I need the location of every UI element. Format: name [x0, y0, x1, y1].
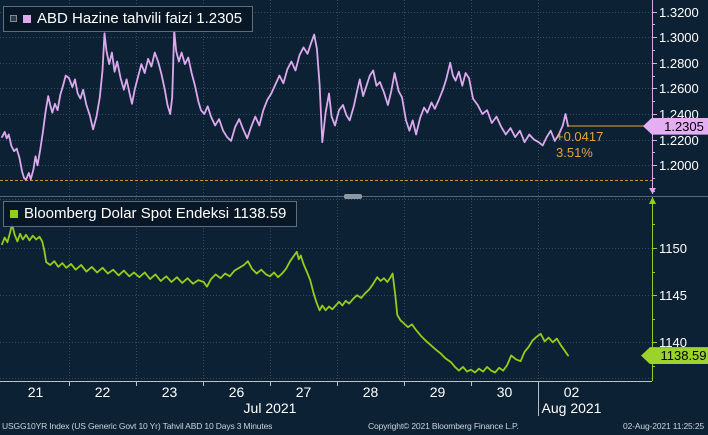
y-axis-label: 1.2200 — [659, 133, 699, 148]
y-axis-label: 1.2800 — [659, 56, 699, 71]
panel-divider-handle[interactable] — [344, 194, 362, 199]
x-day-label: 23 — [162, 384, 178, 400]
x-day-label: 28 — [363, 384, 379, 400]
top-series-swatch-icon — [23, 14, 31, 23]
x-day-label: 26 — [229, 384, 245, 400]
y-axis-label: 1145 — [659, 288, 687, 303]
footer-timestamp: 02-Aug-2021 11:25:25 — [623, 421, 704, 431]
y-axis-label: 1.2600 — [659, 81, 699, 96]
footer-copyright: Copyright© 2021 Bloomberg Finance L.P. — [368, 421, 519, 431]
x-month-label: Aug 2021 — [542, 400, 602, 416]
footer-security-description: USGG10YR Index (US Generic Govt 10 Yr) T… — [2, 421, 273, 431]
change-annotation: +0.0417 3.51% — [556, 129, 603, 161]
y-axis-label: 1150 — [659, 241, 687, 256]
legend-dot-icon — [10, 15, 17, 22]
change-absolute: +0.0417 — [556, 129, 604, 145]
top-legend-label: ABD Hazine tahvili faizi 1.2305 — [37, 10, 243, 27]
top-series-line — [1, 29, 569, 181]
bottom-series-line — [1, 223, 569, 374]
x-day-label: 21 — [28, 384, 44, 400]
x-day-label: 29 — [430, 384, 446, 400]
bottom-last-value-tag: 1138.59 — [641, 347, 708, 365]
top-last-value: 1.2305 — [664, 118, 704, 134]
top-last-value-tag: 1.2305 — [643, 117, 708, 135]
bottom-last-value: 1138.59 — [660, 348, 707, 364]
bottom-legend[interactable]: Bloomberg Dolar Spot Endeksi 1138.59 — [3, 201, 298, 227]
y-axis-label: 1.3200 — [659, 5, 699, 20]
x-day-label: 22 — [95, 384, 111, 400]
bottom-series-swatch-icon — [10, 209, 18, 218]
bottom-legend-label: Bloomberg Dolar Spot Endeksi 1138.59 — [24, 205, 287, 222]
y-axis-label: 1140 — [659, 335, 687, 350]
x-day-label: 30 — [497, 384, 513, 400]
x-month-label: Jul 2021 — [244, 400, 297, 416]
x-day-label: 27 — [296, 384, 312, 400]
x-day-label: 02 — [564, 384, 580, 400]
y-axis-label: 1.2000 — [659, 158, 699, 173]
change-percent: 3.51% — [556, 145, 593, 161]
bottom-axis-start-arrow-icon — [649, 197, 656, 204]
y-axis-label: 1.3000 — [659, 30, 699, 45]
top-legend[interactable]: ABD Hazine tahvili faizi 1.2305 — [3, 6, 254, 32]
